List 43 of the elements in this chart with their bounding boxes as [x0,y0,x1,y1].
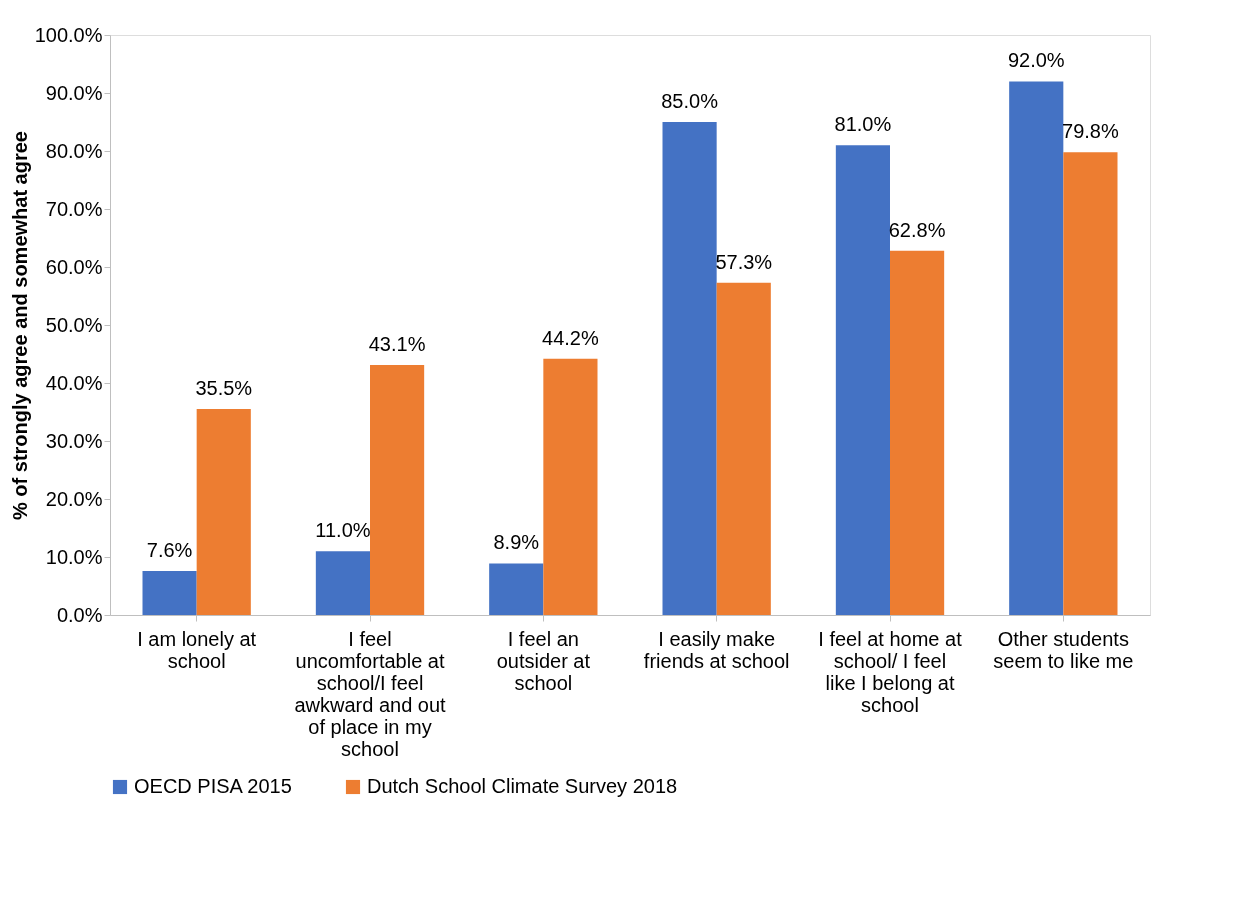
bar [890,250,945,615]
x-tick-label: I feel an outsider at school [496,627,591,694]
bar [315,551,370,615]
y-tick-label: 30.0% [45,429,103,452]
data-label: 35.5% [195,377,253,400]
x-tick-label: I feel uncomfortable at school/I feel awkward and out of place in my school [294,627,447,760]
data-label: 92.0% [1007,49,1065,72]
bar [370,365,425,615]
bar [835,145,890,615]
y-tick-label: 20.0% [45,487,103,510]
data-label: 8.9% [493,531,540,554]
bar [196,409,251,615]
y-tick-label: 0.0% [56,603,103,626]
data-label: 44.2% [542,326,599,349]
data-label: 43.1% [368,333,426,356]
legend-label: OECD PISA 2015 [134,775,292,797]
bar [489,563,544,615]
x-tick-label: I easily make friends at school [643,627,790,672]
bar [142,570,197,615]
bar [1063,152,1118,615]
y-tick-label: 10.0% [45,545,103,568]
y-tick-label: 80.0% [45,139,103,162]
data-label: 11.0% [315,519,371,542]
x-tick-label: Other students seem to like me [993,627,1134,672]
y-tick-label: 70.0% [45,197,103,220]
bar [543,358,598,615]
bar [1009,81,1064,615]
data-label: 57.3% [715,250,773,273]
bar [662,122,717,615]
bar [716,282,771,615]
x-tick-label: I am lonely at school [137,627,257,672]
legend-label: Dutch School Climate Survey 2018 [367,775,678,797]
data-label: 81.0% [834,113,892,136]
y-tick-label: 90.0% [45,81,103,104]
y-tick-label: 50.0% [45,313,103,336]
x-tick-label: I feel at home at school/ I feel like I belong at school [818,627,963,716]
data-label: 85.0% [661,90,719,112]
y-tick-label: 100.0% [34,23,103,46]
y-tick-label: 40.0% [45,371,103,394]
data-label: 7.6% [146,538,193,561]
data-label: 79.8% [1062,120,1119,143]
y-axis-title: % of strongly agree and somewhat agree [8,131,31,520]
y-tick-label: 60.0% [45,255,103,278]
